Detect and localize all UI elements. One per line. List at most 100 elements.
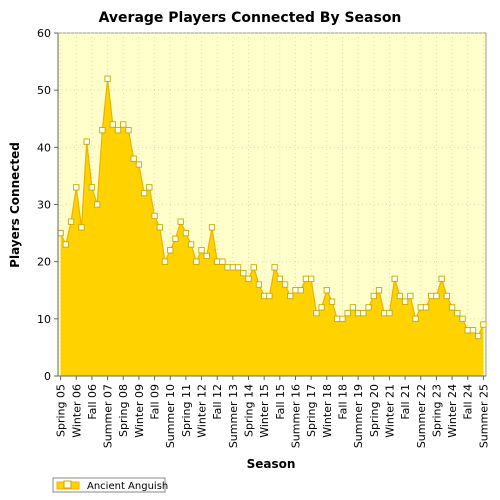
data-point — [276, 275, 283, 282]
data-point — [146, 184, 153, 191]
data-point — [349, 304, 357, 311]
data-point — [109, 121, 116, 128]
data-point — [156, 224, 163, 231]
data-point — [62, 241, 69, 248]
data-point — [344, 309, 351, 317]
data-point — [120, 121, 127, 128]
data-point — [328, 298, 336, 305]
data-point — [391, 275, 398, 282]
data-point — [266, 292, 273, 300]
data-point — [250, 264, 257, 271]
x-tick-label: Summer 25 — [477, 384, 490, 448]
y-tick-label: 10 — [37, 313, 51, 326]
data-point — [219, 258, 226, 265]
x-tick-label: Spring 08 — [117, 384, 130, 437]
data-point — [417, 304, 424, 311]
y-tick-label: 0 — [44, 370, 51, 383]
x-axis-title: Season — [247, 457, 296, 471]
data-point — [130, 155, 137, 162]
data-point — [302, 275, 310, 282]
x-tick-label: Spring 20 — [368, 384, 381, 437]
data-point — [438, 275, 445, 282]
data-point — [229, 264, 237, 271]
data-point — [480, 321, 487, 328]
x-tick-label: Summer 16 — [289, 384, 302, 448]
data-point — [443, 292, 451, 300]
x-tick-label: Summer 10 — [164, 384, 177, 448]
x-tick-label: Winter 21 — [383, 384, 396, 438]
data-point — [469, 327, 477, 334]
y-tick-label: 60 — [37, 27, 51, 40]
y-tick-label: 20 — [37, 256, 51, 269]
data-point — [412, 315, 419, 322]
data-point — [448, 304, 456, 311]
data-point — [475, 332, 482, 340]
x-tick-label: Winter 18 — [321, 384, 334, 438]
data-point — [454, 309, 461, 317]
data-point — [360, 309, 367, 317]
x-tick-label: Spring 11 — [180, 384, 193, 437]
data-point — [67, 218, 75, 225]
x-tick-label: Fall 24 — [462, 384, 475, 420]
data-point — [214, 258, 221, 265]
series-points — [57, 75, 487, 340]
data-point — [193, 258, 200, 265]
data-point — [177, 218, 184, 225]
data-point — [57, 229, 64, 237]
data-point — [370, 292, 377, 300]
series-area — [60, 78, 484, 376]
data-point — [433, 292, 440, 300]
x-tick-label: Fall 06 — [86, 384, 99, 420]
data-point — [334, 315, 341, 322]
data-point — [307, 275, 315, 282]
x-tick-label: Spring 05 — [55, 384, 68, 437]
data-point — [187, 241, 195, 248]
data-point — [271, 264, 278, 271]
data-point — [428, 292, 435, 300]
data-point — [83, 138, 90, 145]
data-point — [167, 247, 174, 254]
data-point — [323, 287, 330, 294]
data-point — [208, 224, 216, 231]
y-tick-label: 50 — [37, 84, 51, 97]
data-point — [198, 247, 205, 254]
data-point — [339, 315, 346, 322]
data-point — [73, 184, 80, 191]
data-point — [313, 309, 320, 317]
data-point — [234, 264, 242, 271]
data-point — [297, 287, 304, 294]
data-point — [459, 315, 466, 322]
x-tick-label: Spring 17 — [305, 384, 318, 437]
x-tick-label: Fall 18 — [336, 384, 349, 420]
data-point — [396, 292, 404, 300]
data-point — [140, 189, 148, 197]
data-point — [318, 304, 325, 311]
data-point — [161, 258, 169, 265]
data-point — [93, 201, 101, 208]
chart-title: Average Players Connected By Season — [99, 10, 402, 26]
data-point — [125, 127, 132, 134]
data-point — [365, 304, 372, 311]
x-tick-label: Summer 22 — [415, 384, 428, 448]
x-tick-label: Fall 21 — [399, 384, 412, 420]
x-tick-label: Summer 07 — [102, 384, 115, 448]
data-point — [287, 292, 294, 300]
data-point — [203, 252, 210, 260]
data-point — [464, 327, 471, 334]
data-point — [292, 287, 299, 294]
data-point — [281, 281, 289, 288]
legend-marker — [63, 480, 72, 489]
data-point — [381, 309, 388, 317]
data-point — [135, 161, 143, 168]
data-point — [114, 127, 122, 134]
x-axis-ticks: Spring 05 Winter 06 Fall 06 Summer 07 Spring… — [55, 376, 490, 448]
x-tick-label: Winter 09 — [133, 384, 146, 438]
legend: Ancient Anguish — [52, 477, 168, 493]
data-point — [88, 184, 96, 191]
legend-box — [52, 477, 166, 493]
data-point — [245, 275, 252, 282]
data-point — [354, 309, 362, 317]
y-axis-title: Players Connected — [8, 142, 22, 268]
data-point — [240, 269, 247, 277]
